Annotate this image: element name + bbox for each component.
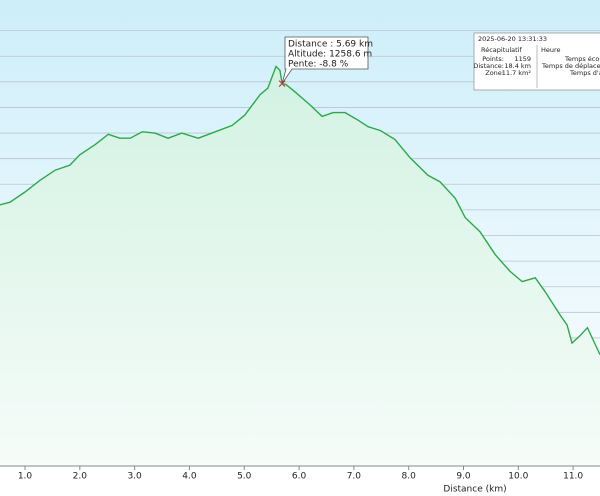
tooltip-box bbox=[281, 36, 369, 84]
info-label: Distance: bbox=[473, 62, 504, 70]
x-tick-label: 1.0 bbox=[18, 472, 33, 482]
x-tick-label: 4.0 bbox=[182, 472, 197, 482]
info-timestamp: 2025-06-20 13:31:33 bbox=[478, 35, 547, 43]
info-time-label: Temps écoulé bbox=[564, 55, 600, 63]
info-summary-title: Récapitulatif bbox=[481, 46, 523, 54]
line bbox=[0, 65, 600, 355]
tooltip-line: Pente: -8.8 % bbox=[288, 60, 349, 70]
x-tick-label: 9.0 bbox=[456, 472, 471, 482]
x-tick-label: 11.0 bbox=[563, 472, 583, 482]
info-time-title: Heure bbox=[541, 46, 561, 54]
x-tick-label: 6.0 bbox=[292, 472, 307, 482]
info-label: Zone: bbox=[485, 69, 504, 77]
x-tick-label: 3.0 bbox=[127, 472, 142, 482]
info-time-label: Temps de déplacement bbox=[541, 62, 600, 70]
x-tick-label: 7.0 bbox=[347, 472, 362, 482]
area bbox=[0, 66, 600, 466]
info-value: 11.7 km² bbox=[502, 69, 532, 77]
info-label: Points: bbox=[482, 55, 504, 63]
info-time-label: Temps d'arrêt bbox=[569, 69, 600, 77]
x-tick-label: 10.0 bbox=[508, 472, 528, 482]
info-value: 18.4 km bbox=[504, 62, 531, 70]
x-tick-label: 8.0 bbox=[402, 472, 417, 482]
tooltip-line: Altitude: 1258.6 m bbox=[288, 50, 372, 60]
x-tick-label: 5.0 bbox=[237, 472, 252, 482]
info-value: 1159 bbox=[514, 55, 531, 63]
x-axis-label: Distance (km) bbox=[443, 485, 506, 495]
x-tick-label: 2.0 bbox=[73, 472, 88, 482]
tooltip-line: Distance : 5.69 km bbox=[288, 40, 373, 50]
